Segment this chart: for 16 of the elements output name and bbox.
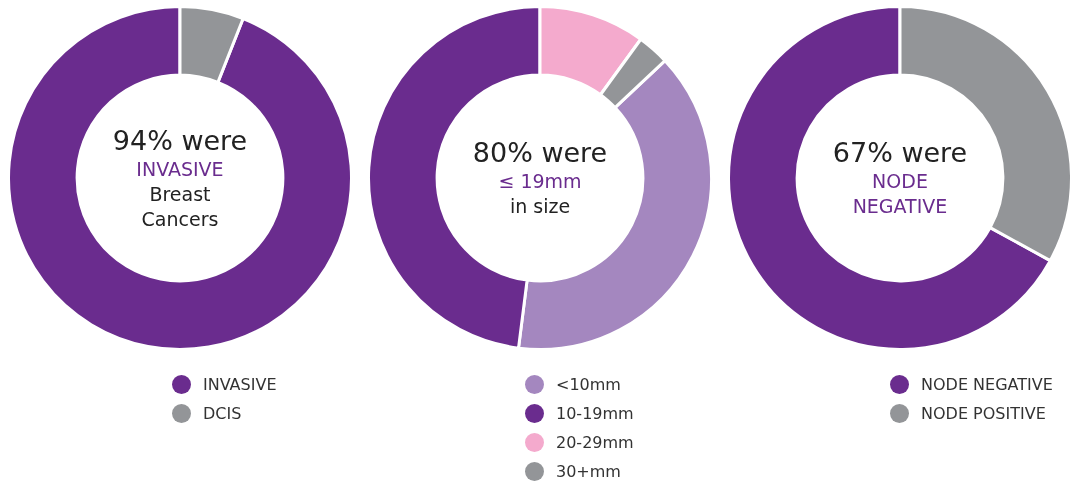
legend-label: NODE POSITIVE	[921, 404, 1046, 423]
text: NODE NEGATIVE	[851, 169, 949, 219]
text: 80% were	[472, 137, 608, 169]
text: INVASIVE	[136, 156, 224, 182]
legend-label: INVASIVE	[203, 375, 277, 394]
legend-label: 10-19mm	[556, 404, 634, 423]
legend-label: 30+mm	[556, 462, 621, 481]
text: ≤ 19mm	[498, 169, 582, 194]
legend-label: 20-29mm	[556, 433, 634, 452]
legend-label: <10mm	[556, 375, 621, 394]
text: 67% were	[832, 137, 968, 169]
text: in size	[509, 194, 571, 219]
legend-label: DCIS	[203, 404, 242, 423]
text: Breast Cancers	[140, 181, 220, 232]
legend-label: NODE NEGATIVE	[921, 375, 1053, 394]
text: 94% were	[112, 124, 248, 157]
